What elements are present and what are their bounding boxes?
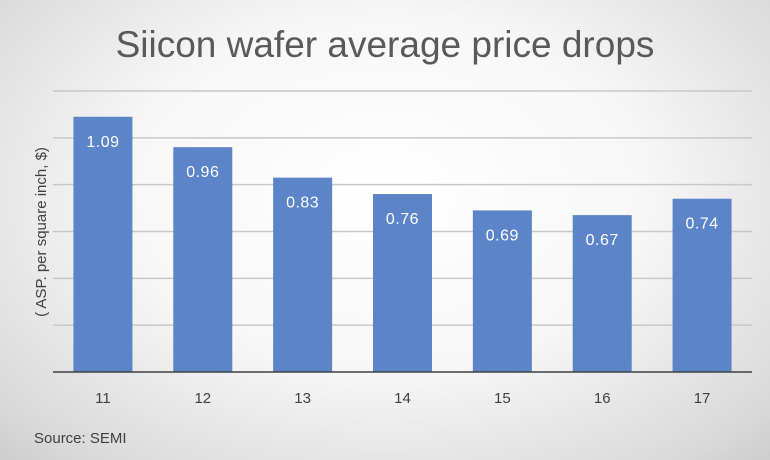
bar-14 (373, 194, 432, 372)
bar-17 (672, 198, 732, 372)
x-tick-label: 17 (694, 390, 711, 407)
bar-12 (173, 147, 233, 372)
x-tick-label: 13 (294, 390, 311, 407)
bar-16 (572, 215, 632, 372)
data-label: 1.09 (86, 134, 119, 151)
data-label: 0.67 (586, 232, 619, 249)
data-label: 0.69 (486, 227, 519, 244)
x-tick-label: 12 (194, 390, 211, 407)
data-label: 0.83 (286, 195, 319, 212)
bar-15 (472, 210, 532, 372)
data-label: 0.76 (386, 211, 419, 228)
data-label: 0.96 (186, 164, 219, 181)
x-tick-label: 15 (494, 390, 511, 407)
y-axis-label: ( ASP. per square inch, $) (33, 147, 50, 317)
bar-13 (273, 177, 333, 372)
x-tick-label: 16 (594, 390, 611, 407)
x-tick-label: 14 (394, 390, 411, 407)
bar-11 (73, 116, 133, 372)
source-note: Source: SEMI (34, 430, 127, 447)
chart-title: Siicon wafer average price drops (116, 24, 655, 65)
data-label: 0.74 (686, 216, 719, 233)
x-tick-label: 11 (95, 390, 111, 407)
